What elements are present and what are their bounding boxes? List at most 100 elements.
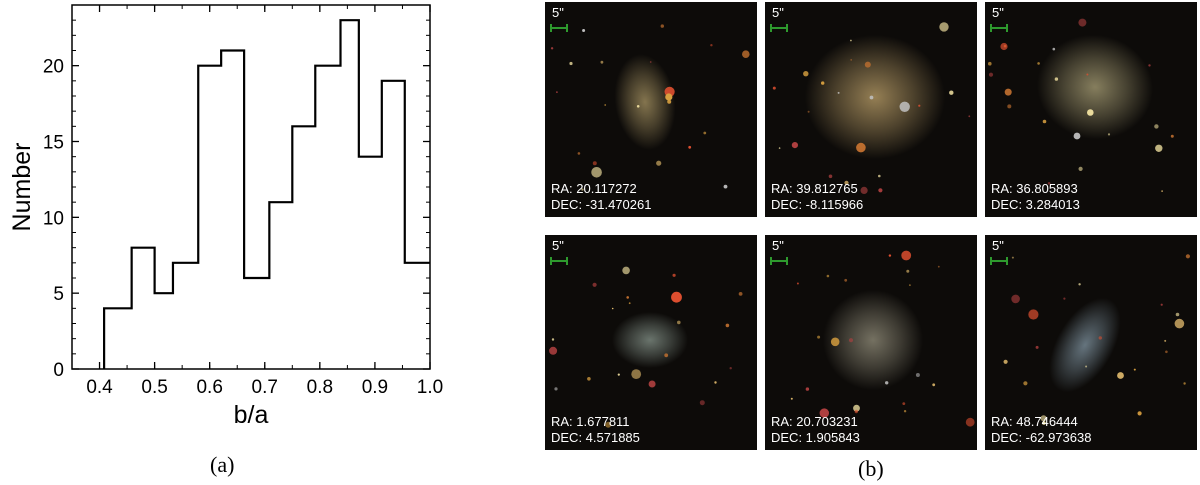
ra-label: RA: 39.812765	[771, 181, 858, 196]
scale-label: 5"	[772, 5, 784, 20]
star	[850, 59, 853, 61]
star	[667, 99, 672, 104]
histogram-bar	[315, 66, 340, 369]
star	[699, 400, 705, 406]
star	[844, 180, 849, 185]
star	[622, 266, 630, 275]
star	[1086, 73, 1089, 76]
ra-label: RA: 1.677811	[551, 414, 630, 429]
star	[656, 160, 662, 166]
galaxy-image	[550, 24, 750, 191]
x-tick-label: 0.6	[196, 377, 222, 398]
star	[848, 338, 854, 343]
star	[628, 302, 631, 305]
star	[636, 105, 640, 108]
x-tick-label: 1.0	[417, 377, 443, 398]
star	[1078, 18, 1087, 27]
star	[778, 147, 781, 149]
star	[626, 296, 629, 299]
y-tick-label: 5	[53, 284, 64, 305]
star	[915, 373, 920, 377]
galaxy-coordinates: RA: 39.812765 DEC: -8.115966	[771, 181, 863, 213]
star	[968, 115, 971, 118]
star	[807, 110, 810, 113]
star	[1087, 109, 1094, 116]
star	[903, 410, 907, 413]
ra-label: RA: 48.746444	[991, 414, 1078, 429]
star	[1148, 64, 1151, 67]
star	[1165, 350, 1168, 354]
histogram-bar	[104, 308, 132, 369]
x-axis-label: b/a	[234, 401, 269, 429]
star	[1137, 411, 1142, 416]
histogram-bar	[155, 293, 173, 369]
star	[1170, 134, 1174, 138]
star	[1054, 77, 1059, 81]
star	[772, 86, 776, 90]
y-tick-label: 10	[43, 208, 64, 229]
star	[677, 320, 681, 325]
star	[1000, 42, 1008, 51]
star	[1133, 368, 1136, 371]
star	[899, 101, 910, 113]
star	[551, 338, 555, 341]
dec-label: DEC: -8.115966	[771, 197, 864, 212]
star	[581, 188, 584, 191]
star	[1175, 312, 1180, 317]
star	[885, 381, 889, 385]
y-tick-label: 20	[43, 57, 64, 78]
star	[1007, 104, 1012, 109]
star	[853, 404, 860, 412]
star	[742, 50, 750, 58]
galaxy-panel: 5" RA: 48.746444 DEC: -62.973638	[985, 235, 1197, 450]
star	[1037, 62, 1040, 65]
star	[826, 274, 830, 278]
star	[703, 131, 707, 135]
star	[821, 81, 825, 85]
star	[1098, 336, 1102, 340]
dec-label: DEC: 4.571885	[551, 430, 640, 445]
star	[617, 373, 620, 376]
star	[1023, 381, 1028, 386]
star	[856, 142, 866, 153]
galaxy-image	[770, 250, 975, 427]
y-axis-label: Number	[8, 143, 36, 232]
galaxy-coordinates: RA: 20.703231 DEC: 1.905843	[771, 414, 860, 446]
star	[549, 346, 558, 355]
galaxy-panel: 5" RA: 39.812765 DEC: -8.115966	[765, 2, 977, 217]
galaxy-image	[549, 257, 743, 428]
star	[738, 292, 743, 296]
star	[949, 90, 954, 95]
star	[554, 387, 558, 391]
star	[939, 22, 949, 32]
star	[631, 369, 642, 379]
star	[1035, 345, 1039, 349]
star	[1107, 133, 1111, 136]
star	[1164, 339, 1167, 342]
star	[1028, 309, 1039, 320]
star	[1047, 182, 1051, 185]
star	[1052, 47, 1056, 51]
galaxy-coordinates: RA: 20.117272 DEC: -31.470261	[551, 181, 651, 213]
star	[604, 104, 607, 106]
star	[909, 284, 911, 286]
star	[937, 265, 940, 268]
star	[828, 174, 833, 179]
star	[878, 188, 883, 193]
histogram-bar	[173, 263, 198, 369]
star	[1073, 132, 1081, 140]
star	[582, 29, 586, 32]
galaxy-glow	[823, 290, 923, 390]
star	[688, 145, 692, 149]
star	[649, 61, 652, 63]
galaxy-panel: 5" RA: 36.805893 DEC: 3.284013	[985, 2, 1197, 217]
star	[1185, 254, 1190, 259]
star	[1078, 166, 1083, 171]
histogram-bar	[405, 263, 430, 369]
star	[591, 167, 602, 178]
star	[790, 397, 793, 400]
galaxy-image	[770, 22, 971, 194]
star	[837, 91, 840, 94]
star	[556, 91, 558, 93]
star	[550, 47, 554, 50]
